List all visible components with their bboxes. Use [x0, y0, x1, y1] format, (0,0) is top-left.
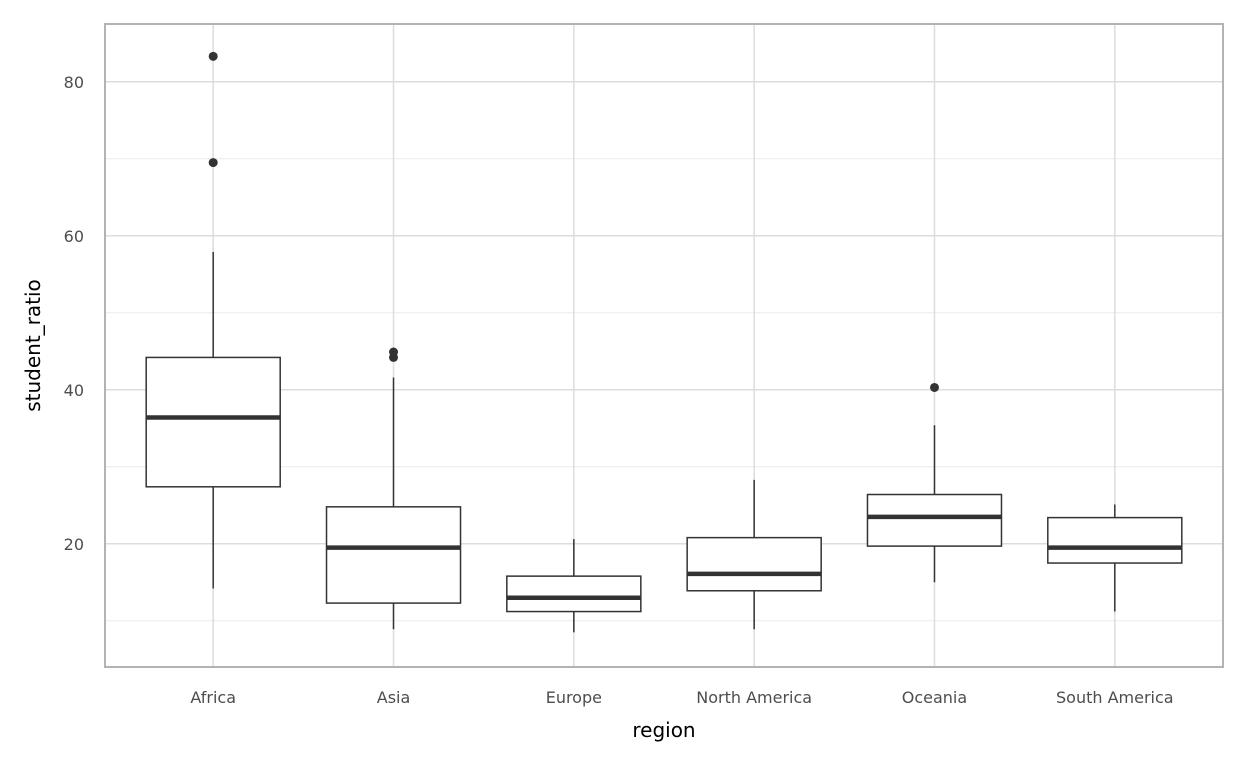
y-axis-title: student_ratio — [21, 279, 45, 412]
box-iqr — [325, 506, 462, 604]
y-tick-label: 40 — [64, 381, 84, 400]
outlier-point — [208, 51, 218, 61]
y-tick-label: 60 — [64, 227, 84, 246]
box-iqr — [686, 536, 822, 592]
box-group — [866, 382, 1003, 583]
x-tick-label: South America — [1056, 688, 1174, 707]
panel-border — [104, 23, 1224, 668]
x-tick-label: Asia — [377, 688, 411, 707]
y-axis-tick-labels: 20 40 60 80 — [64, 73, 84, 554]
outlier-point — [208, 158, 218, 168]
box-iqr — [145, 356, 281, 488]
x-tick-label: North America — [696, 688, 812, 707]
x-axis-title: region — [632, 718, 695, 742]
box-iqr — [506, 575, 642, 613]
x-tick-label: Europe — [546, 688, 602, 707]
box-group — [686, 479, 822, 630]
outlier-point — [929, 382, 939, 392]
box-group — [145, 51, 281, 589]
box-iqr — [1047, 516, 1183, 564]
box-group — [325, 347, 462, 630]
outlier-point — [389, 347, 399, 357]
x-axis-tick-labels: Africa Asia Europe North America Oceania Sout… — [190, 688, 1173, 707]
x-tick-label: Africa — [190, 688, 236, 707]
boxes — [145, 51, 1183, 633]
x-tick-label: Oceania — [902, 688, 967, 707]
box-group — [1047, 504, 1183, 612]
box-group — [506, 539, 642, 633]
y-tick-label: 20 — [64, 535, 84, 554]
box-iqr — [866, 493, 1003, 547]
y-tick-label: 80 — [64, 73, 84, 92]
